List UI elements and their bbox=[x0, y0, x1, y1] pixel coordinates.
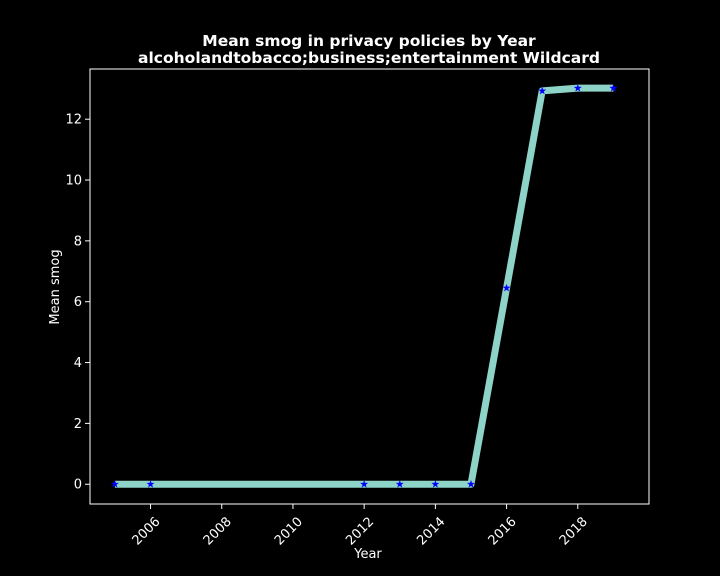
data-point-marker bbox=[538, 86, 547, 95]
x-tick-label: 2006 bbox=[130, 514, 164, 548]
x-tick-label: 2008 bbox=[201, 514, 235, 548]
x-tick-label: 2012 bbox=[343, 514, 377, 548]
x-axis-label: Year bbox=[353, 547, 382, 562]
data-point-marker bbox=[146, 480, 155, 488]
y-tick-label: 10 bbox=[65, 174, 82, 189]
series-line bbox=[114, 84, 614, 488]
y-tick-label: 0 bbox=[74, 478, 82, 493]
x-axis: 2006 2008 2010 2012 2014 2016 2018 bbox=[130, 504, 591, 548]
data-point-marker bbox=[466, 480, 475, 488]
data-point-marker bbox=[395, 480, 404, 488]
y-axis-label: Mean smog bbox=[48, 249, 63, 324]
series-layer bbox=[114, 84, 614, 488]
data-point-marker bbox=[360, 480, 369, 488]
x-tick-label: 2014 bbox=[414, 514, 448, 548]
marker-layer bbox=[110, 83, 618, 488]
data-point-marker bbox=[431, 480, 440, 488]
y-tick-label: 12 bbox=[65, 113, 82, 128]
y-tick-label: 6 bbox=[74, 295, 82, 310]
y-tick-label: 2 bbox=[74, 417, 82, 432]
data-point-marker bbox=[573, 83, 582, 92]
plot-area bbox=[89, 68, 650, 505]
data-point-marker bbox=[110, 480, 119, 488]
data-point-marker bbox=[502, 283, 511, 292]
x-tick-label: 2010 bbox=[272, 514, 306, 548]
chart-title: Mean smog in privacy policies by Year bbox=[202, 32, 536, 50]
data-point-marker bbox=[609, 83, 618, 92]
x-tick-label: 2016 bbox=[486, 514, 520, 548]
x-tick-label: 2018 bbox=[557, 514, 591, 548]
y-tick-label: 8 bbox=[74, 234, 82, 249]
y-axis: 0 2 4 6 8 10 12 bbox=[65, 113, 90, 493]
chart-subtitle: alcoholandtobacco;business;entertainment… bbox=[138, 49, 600, 67]
y-tick-label: 4 bbox=[74, 356, 82, 371]
